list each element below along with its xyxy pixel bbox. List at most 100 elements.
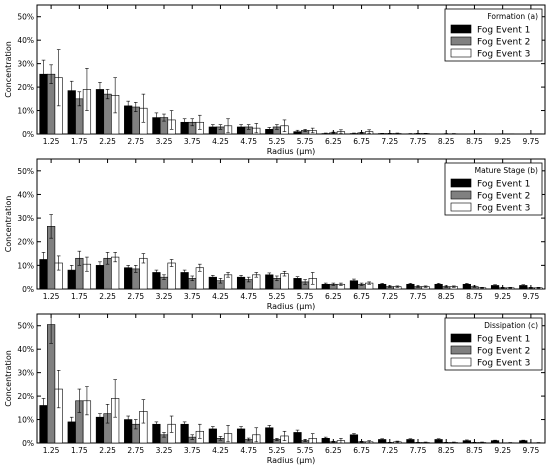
x-tick-label: 7.75 <box>410 137 427 146</box>
y-tick-label: 30% <box>17 214 34 223</box>
x-tick-label: 5.25 <box>269 137 286 146</box>
x-tick-label: 9.25 <box>494 292 511 301</box>
bar <box>180 423 189 444</box>
x-axis-label: Radius (μm) <box>267 302 316 311</box>
legend-title: Mature Stage (b) <box>475 166 538 175</box>
legend-title: Formation (a) <box>487 12 538 21</box>
plot-frame <box>36 4 546 135</box>
x-tick-label: 7.25 <box>381 446 398 455</box>
y-tick-label: 20% <box>17 238 34 247</box>
x-tick-label: 6.25 <box>325 292 342 301</box>
x-tick-label: 6.25 <box>325 137 342 146</box>
x-tick-label: 8.25 <box>438 137 455 146</box>
x-tick-label: 2.75 <box>127 292 144 301</box>
x-axis-label: Radius (μm) <box>267 147 316 156</box>
bar <box>124 267 133 290</box>
x-tick-label: 2.75 <box>127 446 144 455</box>
legend-label: Fog Event 3 <box>477 204 530 214</box>
x-tick-label: 3.25 <box>156 292 173 301</box>
y-tick-label: 0% <box>22 439 34 448</box>
x-tick-label: 9.75 <box>523 292 540 301</box>
x-tick-label: 5.25 <box>269 292 286 301</box>
legend: Formation (a) Fog Event 1 Fog Event 2 Fog E… <box>444 8 543 62</box>
y-tick-label: 10% <box>17 261 34 270</box>
chart-panel-1: 0% 10% 20% 30% 40% 50% Concentration 1.25 1.75 2.… <box>4 4 546 156</box>
x-tick-label: 5.75 <box>297 292 314 301</box>
x-tick-label: 3.25 <box>156 137 173 146</box>
y-axis-label: Concentration <box>4 350 13 407</box>
x-tick-label: 6.75 <box>353 446 370 455</box>
x-tick-label: 2.25 <box>99 446 116 455</box>
x-tick-label: 6.25 <box>325 446 342 455</box>
y-tick-label: 20% <box>17 83 34 92</box>
x-tick-label: 6.75 <box>353 137 370 146</box>
legend-swatch <box>450 36 472 46</box>
x-tick-label: 1.75 <box>71 137 88 146</box>
x-tick-label: 9.75 <box>523 446 540 455</box>
y-tick-label: 40% <box>17 36 34 45</box>
x-tick-label: 9.25 <box>494 137 511 146</box>
x-tick-label: 9.75 <box>523 137 540 146</box>
x-tick-label: 4.75 <box>240 292 257 301</box>
legend-label: Fog Event 2 <box>477 347 530 357</box>
x-tick-label: 1.25 <box>43 446 60 455</box>
x-tick-label: 9.25 <box>494 446 511 455</box>
legend-label: Fog Event 2 <box>477 192 530 202</box>
legend: Mature Stage (b) Fog Event 1 Fog Event 2 Fo… <box>444 162 543 216</box>
x-tick-label: 4.25 <box>212 446 229 455</box>
x-tick-label: 7.75 <box>410 292 427 301</box>
x-tick-label: 4.25 <box>212 292 229 301</box>
legend-swatch <box>450 345 472 355</box>
x-tick-label: 3.75 <box>184 137 201 146</box>
x-tick-label: 1.75 <box>71 292 88 301</box>
x-tick-label: 5.25 <box>269 446 286 455</box>
bar <box>103 93 112 135</box>
legend-label: Fog Event 3 <box>477 359 530 369</box>
y-tick-label: 20% <box>17 392 34 401</box>
y-axis-label: Concentration <box>4 41 13 98</box>
bar <box>95 416 105 444</box>
x-tick-label: 2.25 <box>99 137 116 146</box>
chart-panel-2: 0% 10% 20% 30% 40% 50% Concentration 1.25 1.75 2.… <box>4 158 546 311</box>
x-tick-label: 1.75 <box>71 446 88 455</box>
x-tick-label: 4.75 <box>240 137 257 146</box>
x-tick-label: 4.25 <box>212 137 229 146</box>
legend-label: Fog Event 3 <box>477 50 530 60</box>
y-tick-label: 40% <box>17 190 34 199</box>
legend-label: Fog Event 1 <box>477 335 530 345</box>
legend-swatch <box>450 202 472 212</box>
chart-panel-3: 0% 10% 20% 30% 40% 50% Concentration 1.25 1.75 2.… <box>4 313 546 465</box>
legend-label: Fog Event 1 <box>477 180 530 190</box>
plot-frame <box>36 158 546 290</box>
x-tick-label: 7.25 <box>381 137 398 146</box>
x-tick-label: 5.75 <box>297 446 314 455</box>
x-tick-label: 1.25 <box>43 137 60 146</box>
x-tick-label: 8.75 <box>466 137 483 146</box>
x-tick-label: 7.75 <box>410 446 427 455</box>
x-tick-label: 8.25 <box>438 446 455 455</box>
x-tick-label: 1.25 <box>43 292 60 301</box>
x-tick-label: 8.75 <box>466 446 483 455</box>
legend-swatch <box>450 333 472 343</box>
x-tick-label: 8.25 <box>438 292 455 301</box>
x-tick-label: 6.75 <box>353 292 370 301</box>
legend-swatch <box>450 178 472 188</box>
x-tick-label: 2.75 <box>127 137 144 146</box>
legend: Dissipation (c) Fog Event 1 Fog Event 2 Fog… <box>444 317 543 371</box>
x-tick-label: 8.75 <box>466 292 483 301</box>
y-tick-label: 0% <box>22 130 34 139</box>
legend-swatch <box>450 357 472 367</box>
plot-frame <box>36 313 546 444</box>
y-tick-label: 30% <box>17 60 34 69</box>
y-tick-label: 0% <box>22 285 34 294</box>
legend-title: Dissipation (c) <box>484 321 538 330</box>
y-tick-label: 30% <box>17 369 34 378</box>
legend-label: Fog Event 1 <box>477 26 530 36</box>
y-tick-label: 10% <box>17 416 34 425</box>
x-axis-label: Radius (μm) <box>267 456 316 465</box>
x-tick-label: 4.75 <box>240 446 257 455</box>
y-tick-label: 50% <box>17 13 34 22</box>
y-axis-label: Concentration <box>4 196 13 253</box>
x-tick-label: 5.75 <box>297 137 314 146</box>
